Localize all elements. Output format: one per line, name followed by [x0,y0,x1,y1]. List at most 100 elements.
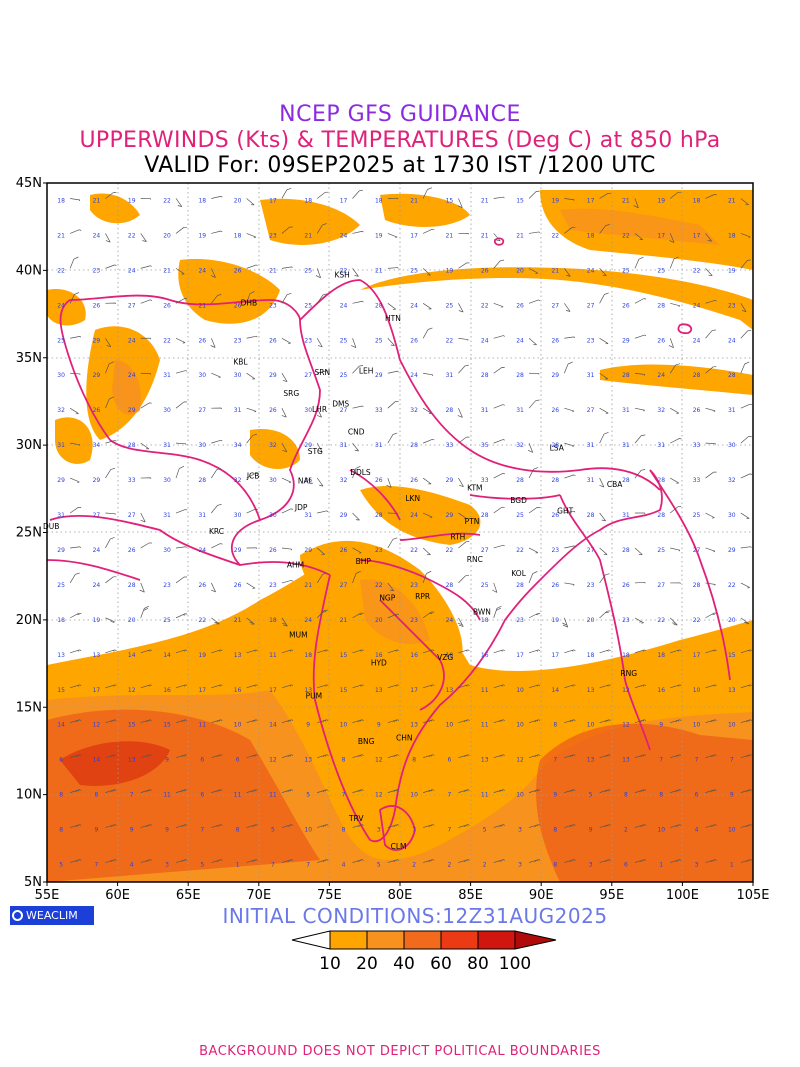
grid-temperature: 6 [200,757,204,764]
grid-temperature: 23 [375,547,383,554]
weaclim-logo: WEACLIM [10,906,94,925]
grid-temperature: 22 [657,617,665,624]
wind-barb [387,649,400,654]
grid-temperature: 8 [342,757,346,764]
y-tick-label: 25N [16,526,42,541]
grid-temperature: 17 [93,687,101,694]
grid-temperature: 27 [128,512,136,519]
wind-barb [458,541,470,549]
grid-temperature: 20 [375,617,383,624]
wind-barb [740,303,747,313]
station-label: LHR [312,405,327,414]
grid-temperature: 19 [446,267,454,274]
wind-barb [105,396,115,409]
wind-barb [564,649,576,654]
grid-temperature: 26 [163,302,171,309]
wind-barb [211,195,223,199]
wind-barb [705,471,717,479]
grid-temperature: 31 [446,372,454,379]
wind-barb [140,859,152,863]
grid-temperature: 31 [622,407,630,414]
grid-temperature: 21 [304,232,312,239]
wind-barb [493,259,505,269]
grid-temperature: 25 [57,337,65,344]
x-tick-label: 75E [317,888,342,903]
y-tick-label: 35N [16,351,42,366]
wind-barb [211,294,222,304]
wind-barb [175,509,188,514]
colorbar-label: 60 [430,954,452,974]
wind-barb [175,754,188,759]
wind-barb [140,265,152,269]
grid-temperature: 6 [624,862,628,869]
wind-barb [740,512,750,519]
wind-barb [317,370,329,374]
grid-temperature: 5 [271,827,275,834]
station-label: NAL [298,477,314,486]
grid-temperature: 30 [269,477,277,484]
grid-temperature: 7 [695,757,699,764]
grid-temperature: 7 [200,827,204,834]
grid-temperature: 28 [375,302,383,309]
grid-temperature: 15 [340,652,348,659]
grid-temperature: 18 [481,617,489,624]
wind-barb [316,477,324,487]
grid-temperature: 27 [587,407,595,414]
grid-temperature: 24 [516,337,524,344]
wind-barb [422,547,431,556]
grid-temperature: 1 [659,862,663,869]
wind-barb [493,684,505,689]
wind-barb [317,191,329,199]
wind-barb [140,512,146,523]
grid-temperature: 28 [587,512,595,519]
grid-temperature: 26 [551,337,559,344]
grid-temperature: 28 [693,372,701,379]
wind-barbs [69,187,753,863]
wind-barb [670,649,682,654]
wind-barb [670,719,682,724]
wind-barb [211,407,222,410]
grid-temperature: 25 [622,267,630,274]
grid-temperature: 18 [587,232,595,239]
wind-barb [634,256,644,269]
grid-temperature: 7 [271,862,275,869]
grid-temperature: 26 [93,407,101,414]
grid-temperature: 28 [516,582,524,589]
wind-barb [740,754,753,759]
wind-barb [281,508,294,514]
grid-temperature: 17 [551,652,559,659]
station-label: RTH [450,532,465,541]
grid-temperature: 14 [551,687,559,694]
wind-barb [564,719,576,724]
wind-barb [634,789,647,793]
station-label: BNG [358,737,375,746]
wind-barb [564,754,576,759]
grid-temperature: 11 [481,792,489,799]
wind-barb [246,754,258,759]
grid-temperature: 25 [516,512,524,519]
wind-barb [211,468,222,479]
station-label: LSA [550,443,565,452]
wind-barb [70,684,82,689]
grid-temperature: 29 [446,512,454,519]
wind-barb [670,477,680,484]
grid-temperature: 22 [410,547,418,554]
wind-barb [493,544,505,549]
grid-temperature: 24 [93,547,101,554]
grid-temperature: 15 [516,197,524,204]
wind-barb [493,233,501,242]
temperature-values: 18 21 19 22 18 20 17 18 17 18 21 15 21 15 19 17 21 19 18 21… [57,197,736,868]
grid-temperature: 23 [410,617,418,624]
wind-barb [140,719,152,724]
colorbar-high-arrow [514,930,557,950]
grid-temperature: 5 [200,862,204,869]
grid-temperature: 29 [269,372,277,379]
grid-temperature: 26 [269,407,277,414]
grid-temperature: 28 [446,582,454,589]
grid-temperature: 29 [304,442,312,449]
grid-temperature: 31 [657,442,665,449]
grid-temperature: 26 [551,407,559,414]
grid-temperature: 19 [375,232,383,239]
grid-temperature: 9 [553,792,557,799]
wind-barb [599,719,611,724]
